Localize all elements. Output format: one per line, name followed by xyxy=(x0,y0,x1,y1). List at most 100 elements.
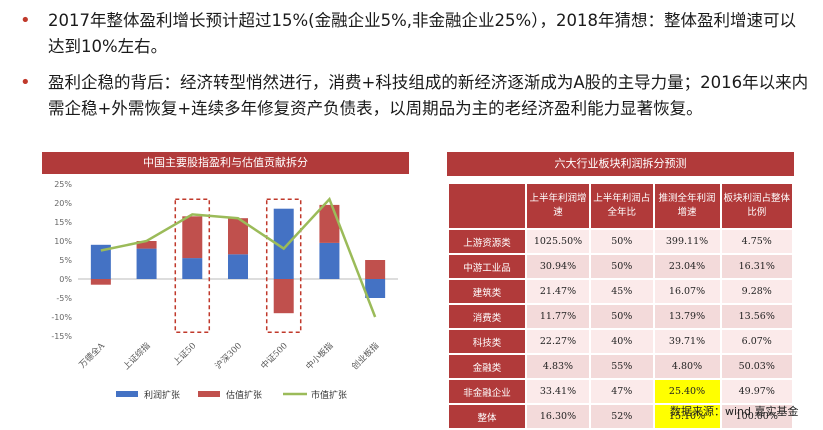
table-header-row: 上半年利润增速 上半年利润占全年比 推测全年利润增速 板块利润占整体比例 xyxy=(449,184,792,228)
table-header-cell: 板块利润占整体比例 xyxy=(721,184,792,228)
bar-valuation xyxy=(228,218,248,255)
bar-profit xyxy=(319,242,340,279)
x-tick-label: 万德全A xyxy=(77,340,108,371)
y-tick-label: -5% xyxy=(56,294,72,303)
bar-valuation xyxy=(365,260,386,279)
table-cell: 25.40% xyxy=(654,380,720,403)
y-tick-label: -10% xyxy=(51,313,72,322)
table-cell: 11.77% xyxy=(527,305,589,328)
table-row: 整体 16.30% 52% 15.10% 100.00% xyxy=(449,405,792,428)
table-row: 建筑类 21.47% 45% 16.07% 9.28% xyxy=(449,280,792,303)
x-tick-label: 上证50 xyxy=(172,341,199,368)
bar-valuation xyxy=(90,279,111,285)
bar-valuation xyxy=(319,204,340,243)
bullet-dot: • xyxy=(20,72,31,93)
bar-profit xyxy=(273,208,294,279)
bar-valuation xyxy=(273,279,294,314)
bullet-item: • 2017年整体盈利增长预计超过15%(金融企业5%,非金融企业25%），20… xyxy=(20,8,810,60)
bullet-list: • 2017年整体盈利增长预计超过15%(金融企业5%,非金融企业25%），20… xyxy=(20,8,810,132)
y-tick-label: 5% xyxy=(59,256,72,265)
source-note: 数据来源：wind 嘉实基金 xyxy=(670,405,799,418)
table-cell: 13.79% xyxy=(654,305,720,328)
row-label: 金融类 xyxy=(449,355,525,378)
bar-profit xyxy=(136,248,157,279)
table-cell: 22.27% xyxy=(527,330,589,353)
x-tick-label: 沪深300 xyxy=(213,340,244,371)
table-row: 消费类 11.77% 50% 13.79% 13.56% xyxy=(449,305,792,328)
table-cell: 1025.50% xyxy=(527,230,589,253)
row-label: 非金融企业 xyxy=(449,380,525,403)
table-cell: 47% xyxy=(591,380,653,403)
chart-svg: 25% 20% 15% 10% 5% 0% -5% -10% -15% 万德全A 上证综指 上证50 沪… xyxy=(51,180,398,401)
table-cell: 30.94% xyxy=(527,255,589,278)
bar-valuation xyxy=(136,241,157,249)
y-tick-label: 20% xyxy=(54,199,72,208)
table-cell: 4.75% xyxy=(721,230,792,253)
bullet-dot: • xyxy=(20,10,31,31)
table-cell: 50% xyxy=(591,255,653,278)
line-market-cap xyxy=(100,196,377,318)
table-cell: 399.11% xyxy=(654,230,720,253)
y-tick-label: -15% xyxy=(51,332,72,341)
table-cell: 33.41% xyxy=(527,380,589,403)
row-label: 科技类 xyxy=(449,330,525,353)
x-tick-label: 上证综指 xyxy=(121,340,153,372)
table-cell: 16.07% xyxy=(654,280,720,303)
x-tick-label: 创业板指 xyxy=(349,340,381,372)
chart-title: 中国主要股指盈利与估值贡献拆分 xyxy=(42,152,409,174)
table-row: 上游资源类 1025.50% 50% 399.11% 4.75% xyxy=(449,230,792,253)
bar-valuation xyxy=(182,216,203,259)
row-label: 建筑类 xyxy=(449,280,525,303)
row-label: 消费类 xyxy=(449,305,525,328)
table-header-cell: 上半年利润增速 xyxy=(527,184,589,228)
table-cell: 50.03% xyxy=(721,355,792,378)
bar-profit xyxy=(228,254,248,279)
table-row: 非金融企业 33.41% 47% 25.40% 49.97% xyxy=(449,380,792,403)
legend-swatch xyxy=(198,391,220,397)
table-cell: 50% xyxy=(591,230,653,253)
bullet-text: 2017年整体盈利增长预计超过15%(金融企业5%,非金融企业25%），2018… xyxy=(48,11,796,56)
row-label: 上游资源类 xyxy=(449,230,525,253)
legend-swatch xyxy=(116,391,138,397)
table-header-cell xyxy=(449,184,525,228)
row-label: 整体 xyxy=(449,405,525,428)
highlight-box xyxy=(265,198,302,333)
table-cell: 49.97% xyxy=(721,380,792,403)
table-row: 金融类 4.83% 55% 4.80% 50.03% xyxy=(449,355,792,378)
table-cell: 15.10% xyxy=(654,405,720,428)
table-cell: 50% xyxy=(591,305,653,328)
table-row: 科技类 22.27% 40% 39.71% 6.07% xyxy=(449,330,792,353)
bar-profit xyxy=(182,258,203,279)
table-cell: 13.56% xyxy=(721,305,792,328)
bullet-text: 盈利企稳的背后：经济转型悄然进行，消费+科技组成的新经济逐渐成为A股的主导力量；… xyxy=(48,73,809,118)
bullet-item: • 盈利企稳的背后：经济转型悄然进行，消费+科技组成的新经济逐渐成为A股的主导力… xyxy=(20,70,810,122)
table-cell: 16.30% xyxy=(527,405,589,428)
row-label: 中游工业品 xyxy=(449,255,525,278)
x-tick-label: 中小板指 xyxy=(304,340,336,372)
table-cell: 21.47% xyxy=(527,280,589,303)
table-row: 中游工业品 30.94% 50% 23.04% 16.31% xyxy=(449,255,792,278)
table-cell: 55% xyxy=(591,355,653,378)
table-cell: 39.71% xyxy=(654,330,720,353)
table-header-cell: 推测全年利润增速 xyxy=(654,184,720,228)
y-tick-label: 15% xyxy=(54,218,72,227)
table-cell: 45% xyxy=(591,280,653,303)
table-cell: 6.07% xyxy=(721,330,792,353)
table-cell: 9.28% xyxy=(721,280,792,303)
highlight-box xyxy=(174,198,211,333)
table-body: 上游资源类 1025.50% 50% 399.11% 4.75% 中游工业品 30.94% 5… xyxy=(449,230,792,428)
y-tick-label: 0% xyxy=(59,275,72,284)
bar-profit xyxy=(365,279,386,298)
bar-profit xyxy=(90,244,111,279)
table-header-cell: 上半年利润占全年比 xyxy=(591,184,653,228)
table-cell: 52% xyxy=(591,405,653,428)
legend-label: 市值扩张 xyxy=(311,389,347,401)
legend-label: 估值扩张 xyxy=(226,389,262,401)
table-cell: 23.04% xyxy=(654,255,720,278)
table-cell: 4.80% xyxy=(654,355,720,378)
table-cell: 4.83% xyxy=(527,355,589,378)
table-cell: 100.00% xyxy=(721,405,792,428)
y-tick-label: 10% xyxy=(54,237,72,246)
legend-label: 利润扩张 xyxy=(144,389,180,401)
profit-table: 上半年利润增速 上半年利润占全年比 推测全年利润增速 板块利润占整体比例 上游资源类 1… xyxy=(447,182,794,430)
